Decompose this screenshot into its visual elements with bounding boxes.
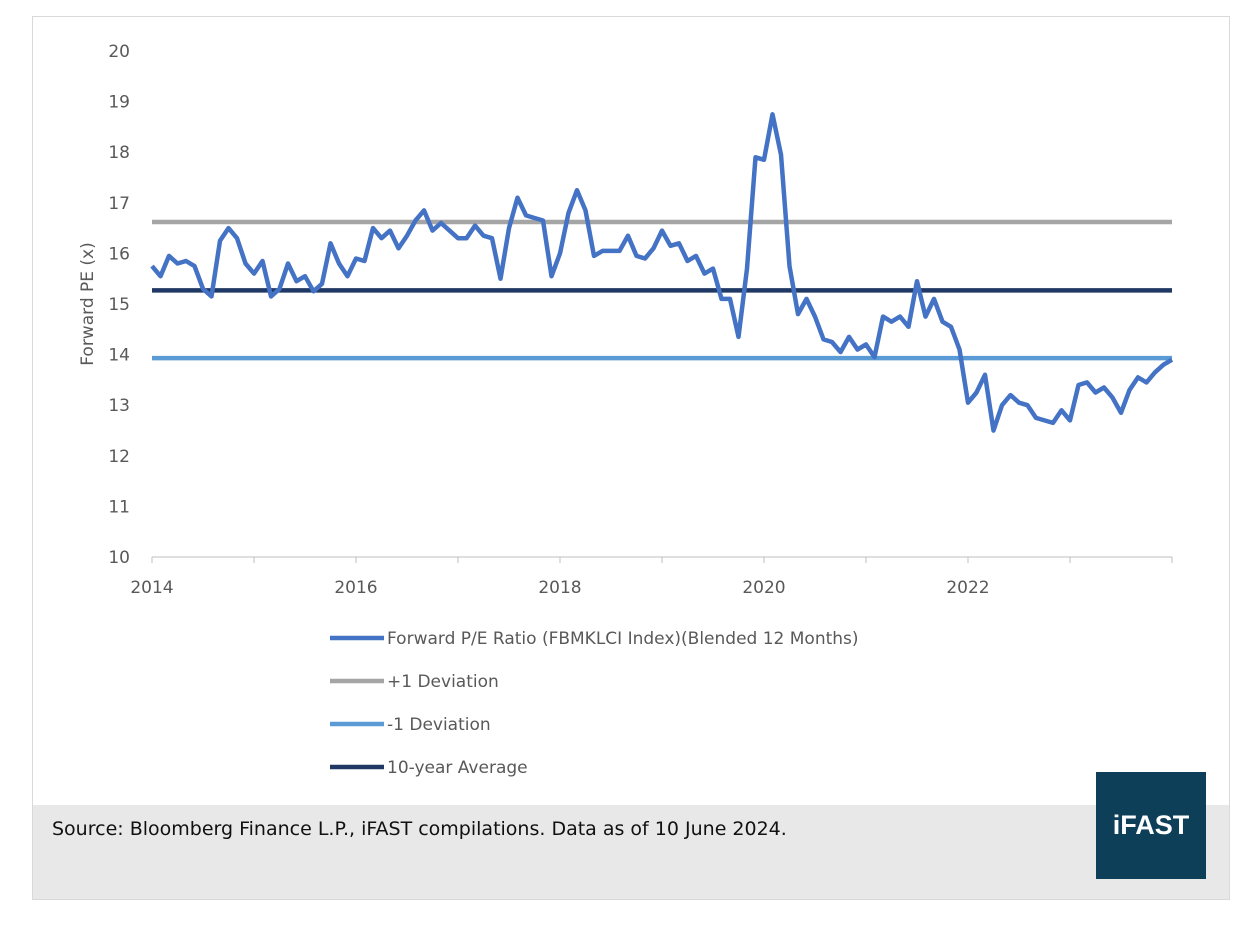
chart-frame — [32, 16, 1230, 900]
y-tick-label: 10 — [108, 548, 130, 568]
y-tick-label: 15 — [108, 295, 130, 315]
x-tick-label: 2022 — [946, 578, 989, 598]
axes: 10 11 12 13 14 15 16 17 18 19 20 2014 2016 2018 2020 20… — [108, 42, 1173, 598]
footer: Source: Bloomberg Finance L.P., iFAST co… — [33, 772, 1229, 899]
y-tick-label: 19 — [108, 93, 130, 113]
y-tick-label: 20 — [108, 42, 130, 62]
x-tick-label: 2020 — [742, 578, 785, 598]
y-tick-label: 11 — [108, 497, 130, 517]
legend-label: +1 Deviation — [387, 672, 499, 692]
x-tick-label: 2018 — [538, 578, 581, 598]
plot-area — [150, 112, 1174, 433]
y-tick-label: 14 — [108, 346, 130, 366]
legend-label: 10-year Average — [387, 758, 528, 778]
y-tick-label: 17 — [108, 194, 130, 214]
y-axis-title: Forward PE (x) — [78, 242, 98, 366]
source-note: Source: Bloomberg Finance L.P., iFAST co… — [52, 818, 787, 840]
legend: Forward P/E Ratio (FBMKLCI Index)(Blende… — [330, 629, 859, 778]
ifast-logo: iFAST — [1096, 772, 1206, 879]
y-tick-label: 13 — [108, 396, 130, 416]
series-line-forward-pe — [150, 112, 1174, 433]
legend-label: Forward P/E Ratio (FBMKLCI Index)(Blende… — [387, 629, 859, 649]
y-tick-label: 18 — [108, 143, 130, 163]
x-tick-label: 2016 — [334, 578, 377, 598]
legend-label: -1 Deviation — [387, 715, 491, 735]
y-tick-label: 16 — [108, 244, 130, 264]
y-tick-label: 12 — [108, 447, 130, 467]
x-tick-label: 2014 — [130, 578, 173, 598]
